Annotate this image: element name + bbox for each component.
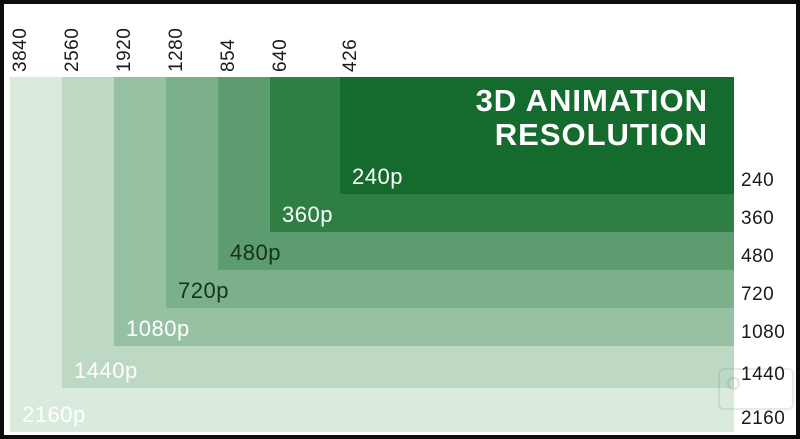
height-label-240: 240 bbox=[741, 170, 775, 191]
height-label-1080: 1080 bbox=[741, 322, 786, 343]
ghost-image-watermark-icon bbox=[718, 368, 794, 410]
width-label-1920: 1920 bbox=[114, 27, 135, 72]
width-label-3840: 3840 bbox=[10, 27, 31, 72]
height-label-2160: 2160 bbox=[741, 408, 786, 429]
width-label-426: 426 bbox=[340, 38, 361, 72]
height-label-720: 720 bbox=[741, 284, 775, 305]
band-label-360p: 360p bbox=[282, 202, 333, 227]
height-label-360: 360 bbox=[741, 208, 775, 229]
width-label-1280: 1280 bbox=[166, 27, 187, 72]
height-label-480: 480 bbox=[741, 246, 775, 267]
band-label-2160p: 2160p bbox=[22, 402, 86, 427]
width-label-2560: 2560 bbox=[62, 27, 83, 72]
band-label-1440p: 1440p bbox=[74, 358, 138, 383]
height-label-1440: 1440 bbox=[741, 364, 786, 385]
band-240p: 240p bbox=[340, 77, 734, 194]
width-label-854: 854 bbox=[218, 38, 239, 72]
title-line-2: RESOLUTION bbox=[494, 117, 708, 152]
band-label-720p: 720p bbox=[178, 278, 229, 303]
band-label-480p: 480p bbox=[230, 240, 281, 265]
title-line-1: 3D ANIMATION bbox=[475, 83, 708, 118]
watermark-circle-icon bbox=[727, 377, 740, 390]
band-label-1080p: 1080p bbox=[126, 316, 190, 341]
infographic-title: 3D ANIMATION RESOLUTION bbox=[476, 84, 708, 152]
width-label-640: 640 bbox=[270, 38, 291, 72]
band-label-240p: 240p bbox=[352, 164, 403, 189]
